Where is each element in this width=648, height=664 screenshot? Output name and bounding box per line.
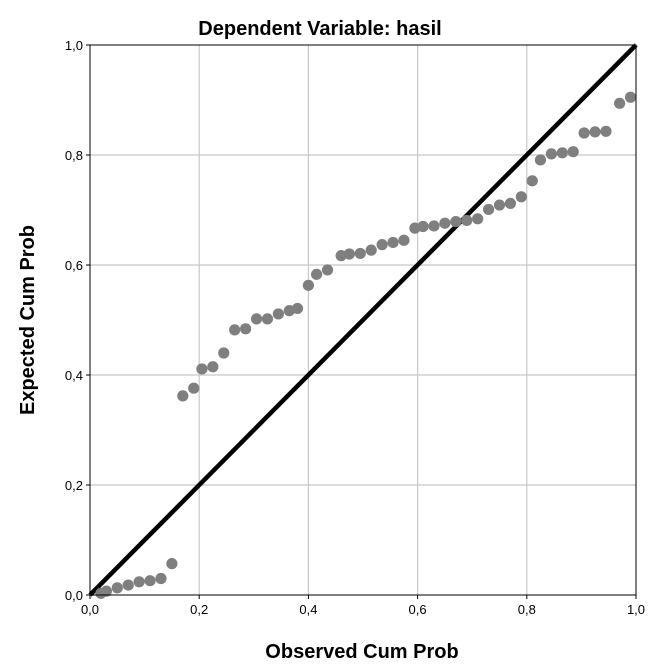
- data-point: [600, 125, 612, 137]
- tick-labels: 0,0 0,2 0,4 0,6 0,8 1,0 0,0 0,2 0,4 0,6 0,8 1,0: [65, 38, 645, 617]
- data-point: [624, 91, 637, 103]
- data-point: [515, 191, 527, 203]
- data-point: [302, 279, 314, 291]
- data-point: [240, 323, 252, 335]
- data-point: [272, 308, 284, 320]
- data-point: [321, 264, 334, 276]
- data-point: [310, 268, 323, 280]
- data-point: [354, 247, 366, 260]
- x-tick-label: 0,8: [518, 602, 536, 617]
- data-point: [534, 154, 547, 166]
- data-point: [578, 127, 590, 139]
- x-tick-label: 1,0: [627, 602, 645, 617]
- y-tick-label: 0,4: [65, 368, 83, 383]
- data-point: [291, 302, 304, 315]
- data-point: [188, 382, 200, 394]
- data-point: [567, 146, 579, 158]
- data-point: [177, 390, 189, 402]
- y-tick-label: 0,8: [65, 148, 83, 163]
- data-point: [493, 199, 506, 211]
- data-point: [343, 248, 355, 260]
- data-point: [218, 347, 230, 359]
- data-point: [144, 575, 156, 587]
- y-tick-label: 0,0: [65, 588, 83, 603]
- data-point: [472, 213, 484, 225]
- y-tick-label: 0,2: [65, 478, 83, 493]
- data-point: [545, 148, 557, 160]
- data-point: [614, 97, 626, 109]
- data-point: [376, 239, 388, 251]
- data-point: [439, 217, 451, 229]
- data-point: [428, 220, 440, 232]
- data-point: [111, 582, 123, 594]
- data-point: [556, 147, 568, 159]
- plot-frame: [89, 44, 637, 596]
- data-point: [387, 236, 399, 249]
- reference-line: [88, 43, 638, 597]
- data-point: [166, 558, 178, 570]
- data-point: [155, 572, 167, 585]
- chart-title: Dependent Variable: hasil: [198, 18, 441, 40]
- y-tick-label: 1,0: [65, 38, 83, 53]
- data-point: [589, 126, 601, 138]
- reference-line-group: [88, 43, 638, 597]
- data-point: [100, 585, 112, 597]
- x-tick-label: 0,2: [190, 602, 208, 617]
- data-point: [133, 576, 145, 588]
- data-point: [526, 175, 538, 187]
- data-point: [122, 579, 134, 591]
- data-point: [450, 215, 462, 228]
- data-point: [229, 324, 241, 336]
- y-tick-label: 0,6: [65, 258, 83, 273]
- data-point: [482, 203, 495, 216]
- data-points: [95, 91, 637, 599]
- data-point: [196, 363, 208, 375]
- x-tick-label: 0,0: [81, 602, 99, 617]
- data-point: [504, 197, 517, 209]
- data-point: [207, 361, 219, 373]
- data-point: [250, 313, 263, 325]
- data-point: [261, 313, 274, 325]
- data-point: [398, 234, 410, 246]
- x-tick-label: 0,4: [299, 602, 317, 617]
- data-point: [461, 214, 473, 227]
- y-axis-title: Expected Cum Prob: [17, 225, 39, 415]
- data-point: [365, 244, 377, 256]
- x-tick-label: 0,6: [409, 602, 427, 617]
- data-point: [417, 220, 429, 233]
- x-axis-title: Observed Cum Prob: [265, 641, 458, 663]
- grid-lines: [90, 45, 636, 595]
